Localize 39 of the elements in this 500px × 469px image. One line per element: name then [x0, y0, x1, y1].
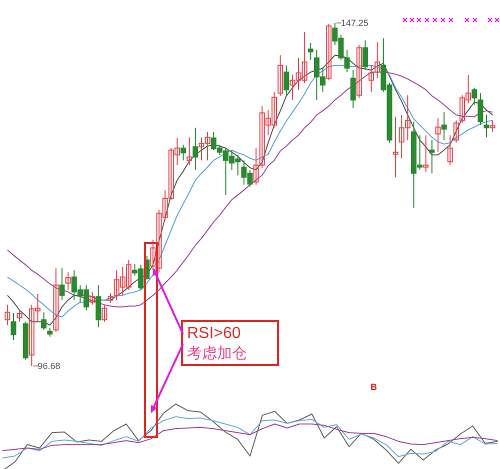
- candlestick: [490, 120, 496, 132]
- candlestick: [10, 312, 16, 341]
- candlestick: [90, 291, 96, 306]
- candlestick: [59, 268, 65, 301]
- candlestick: [435, 118, 441, 153]
- candlestick: [429, 139, 435, 174]
- annotation: RSI>60 考虑加仓: [187, 324, 248, 364]
- candlestick: [350, 70, 356, 109]
- candlestick: [368, 64, 374, 92]
- annotation: 96.68: [38, 360, 60, 371]
- candlestick: [478, 92, 484, 126]
- candlestick: [326, 24, 332, 81]
- candlestick: [65, 272, 71, 290]
- candlestick: [108, 292, 114, 304]
- candlestick: [180, 144, 186, 161]
- candlestick: [423, 134, 429, 172]
- candlestick: [102, 304, 108, 322]
- text: B: [370, 382, 378, 392]
- candlestick: [472, 87, 478, 106]
- candlestick: [441, 112, 447, 140]
- candlestick: [308, 42, 314, 60]
- candlestick: [392, 116, 398, 178]
- candlestick: [192, 127, 198, 170]
- candlestick: [4, 304, 10, 326]
- annotation: 147.25: [340, 18, 368, 28]
- candlestick: [447, 134, 453, 166]
- candlestick: [362, 40, 368, 71]
- candlestick: [284, 64, 290, 96]
- candlestick: [186, 136, 192, 166]
- candlestick: [150, 239, 156, 271]
- candlestick: [484, 114, 490, 138]
- candlestick: [53, 268, 59, 332]
- candlestick: [41, 312, 47, 330]
- candlestick: [96, 284, 102, 328]
- candlestick: [16, 310, 22, 322]
- candlestick: [374, 42, 380, 79]
- candlestick: [453, 120, 459, 144]
- candlestick: [356, 44, 362, 98]
- candlestick: [278, 54, 284, 96]
